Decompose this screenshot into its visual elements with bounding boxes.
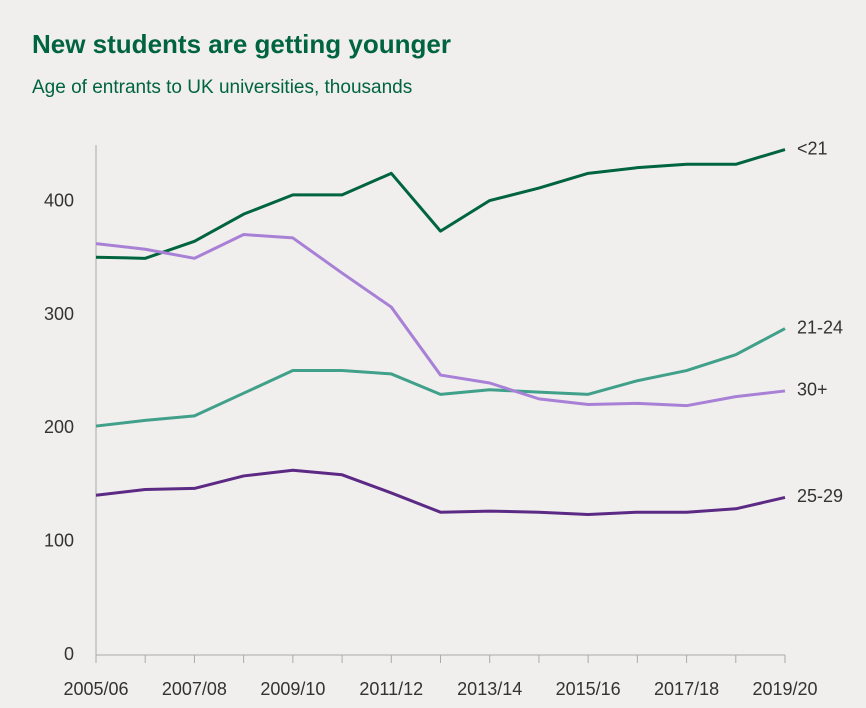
chart-subtitle: Age of entrants to UK universities, thou… <box>32 77 412 98</box>
x-tick-label: 2013/14 <box>457 679 522 699</box>
line <box>95 468 786 516</box>
series-label: 21-24 <box>797 317 843 337</box>
y-tick-label: 300 <box>44 304 74 324</box>
y-tick-label: 0 <box>64 644 74 664</box>
series-label: 30+ <box>797 380 828 400</box>
chart-title: New students are getting younger <box>32 29 451 59</box>
x-tick-label: 2009/10 <box>260 679 325 699</box>
y-tick-label: 100 <box>44 530 74 550</box>
y-tick-label: 400 <box>44 190 74 210</box>
x-tick-label: 2017/18 <box>654 679 719 699</box>
line <box>95 327 786 428</box>
x-tick-label: 2015/16 <box>556 679 621 699</box>
line <box>95 148 786 260</box>
line <box>95 233 786 408</box>
x-tick-label: 2005/06 <box>63 679 128 699</box>
x-tick-label: 2011/12 <box>359 679 423 699</box>
series-label: 25-29 <box>797 486 843 506</box>
series-label: <21 <box>797 138 828 158</box>
x-tick-label: 2019/20 <box>752 679 817 699</box>
y-tick-label: 200 <box>44 417 74 437</box>
x-tick-label: 2007/08 <box>162 679 227 699</box>
